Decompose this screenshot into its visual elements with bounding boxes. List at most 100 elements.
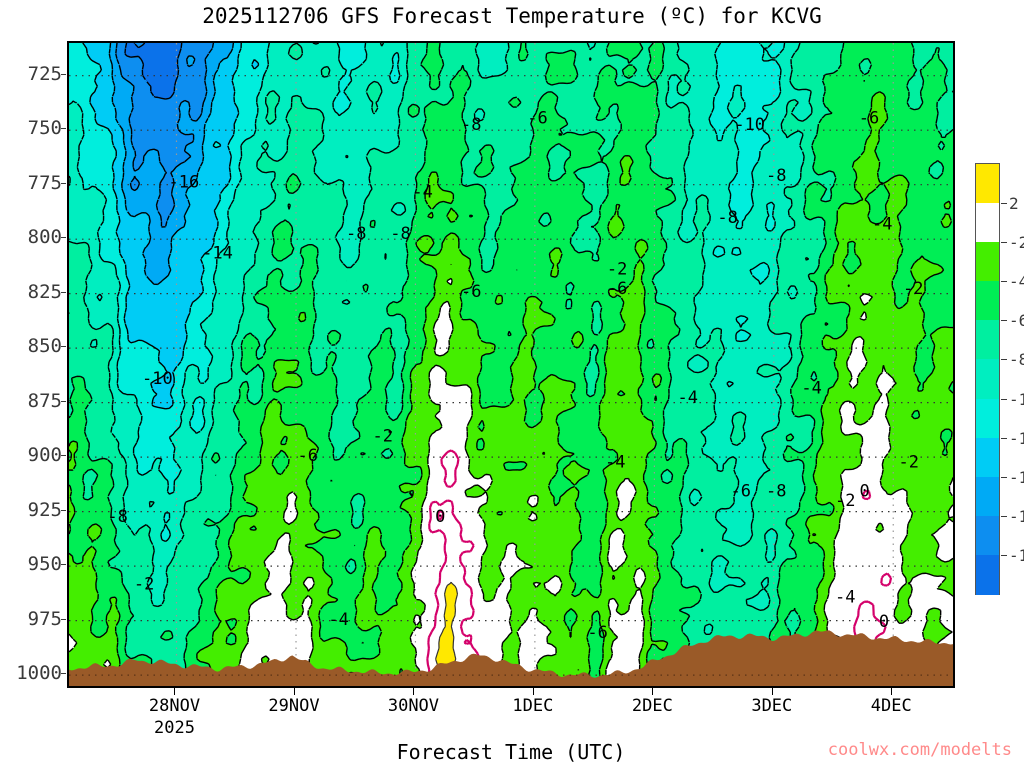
- colorbar-tick: [1001, 437, 1007, 439]
- colorbar-band: [976, 164, 999, 204]
- contour-label: 0: [435, 507, 445, 527]
- x-tick-label: 3DEC: [751, 696, 793, 716]
- contour-label: -4: [605, 452, 625, 472]
- x-tick-sublabel: 2025: [154, 718, 195, 738]
- colorbar-tick-label: -14: [1009, 467, 1024, 487]
- colorbar-tick-label: 2: [1009, 194, 1019, 214]
- contour-label: -2: [903, 279, 923, 299]
- x-axis-title: Forecast Time (UTC): [396, 740, 626, 764]
- contour-line: [69, 91, 953, 686]
- colorbar-tick: [1001, 242, 1007, 244]
- colorbar-tick: [1001, 476, 1007, 478]
- contour-line: [82, 43, 260, 410]
- colorbar-band: [976, 281, 999, 321]
- colorbar-band: [976, 515, 999, 556]
- colorbar-band: [976, 554, 999, 595]
- contour-line: [69, 263, 953, 686]
- contour-label: -2: [899, 452, 919, 472]
- y-tick: [61, 291, 66, 293]
- y-tick: [61, 673, 66, 675]
- contour-label: -6: [607, 279, 627, 299]
- contour-label: -4: [872, 215, 892, 235]
- y-tick-label: 800: [27, 226, 62, 249]
- contour-label: -2: [134, 575, 154, 595]
- contour-label: -14: [202, 243, 233, 263]
- colorbar-tick: [1001, 320, 1007, 322]
- y-tick-label: 850: [27, 335, 62, 358]
- x-tick: [174, 688, 176, 695]
- colorbar-tick-label: -10: [1009, 389, 1024, 409]
- contour-line: [69, 43, 953, 686]
- contour-label: -4: [678, 388, 698, 408]
- contour-label: -6: [731, 481, 751, 501]
- y-tick-label: 725: [27, 62, 62, 85]
- contour-label: -16: [169, 173, 200, 193]
- colorbar-tick-label: -4: [1009, 272, 1024, 292]
- contour-label: -4: [412, 182, 432, 202]
- x-tick: [891, 688, 893, 695]
- y-tick: [61, 237, 66, 239]
- y-tick-label: 900: [27, 444, 62, 467]
- y-tick-label: 750: [27, 117, 62, 140]
- colorbar-tick: [1001, 359, 1007, 361]
- colorbar-tick: [1001, 398, 1007, 400]
- colorbar-tick-label: -18: [1009, 545, 1024, 565]
- fill-band: [435, 582, 458, 685]
- contour-label: -8: [390, 224, 410, 244]
- y-tick: [61, 400, 66, 402]
- colorbar-tick: [1001, 281, 1007, 283]
- contour-line: [108, 43, 235, 286]
- contour-label: -6: [297, 446, 317, 466]
- colorbar-tick: [1001, 515, 1007, 517]
- colorbar-band: [976, 437, 999, 478]
- y-tick-label: 925: [27, 498, 62, 521]
- contour-label: -6: [461, 282, 481, 302]
- colorbar-tick-label: -16: [1009, 506, 1024, 526]
- x-tick-label: 4DEC: [870, 696, 912, 716]
- y-tick: [61, 509, 66, 511]
- contour-label: 0: [859, 481, 869, 501]
- x-tick: [413, 688, 415, 695]
- y-tick: [61, 128, 66, 130]
- y-tick-label: 950: [27, 553, 62, 576]
- y-tick-label: 775: [27, 171, 62, 194]
- contour-label: 0: [879, 612, 889, 632]
- contour-label: -4: [835, 587, 855, 607]
- colorbar-band: [976, 476, 999, 517]
- x-tick: [294, 688, 295, 695]
- contour-label: -6: [859, 108, 879, 128]
- contour-label: -10: [142, 369, 173, 389]
- colorbar-band: [976, 398, 999, 439]
- colorbar-tick-label: -2: [1009, 233, 1024, 253]
- page-title: 2025112706 GFS Forecast Temperature (ºC)…: [202, 4, 822, 28]
- x-tick: [652, 688, 654, 695]
- colorbar-tick-label: -6: [1009, 311, 1024, 331]
- colorbar-tick-label: -8: [1009, 350, 1024, 370]
- colorbar-band: [976, 320, 999, 361]
- contour-label: -8: [107, 507, 127, 527]
- x-tick: [532, 688, 534, 695]
- contour-line: [115, 43, 215, 228]
- contour-label: -6: [527, 108, 547, 128]
- contour-label: -2: [607, 260, 627, 280]
- y-tick: [61, 618, 66, 620]
- plot-area[interactable]: -16 -14 -10 -8 -2 -6 -4 -8 -8 -4 -6 -8 -6 -2 0 -2 -6 -4 -4…: [67, 41, 955, 688]
- terrain-surface: [69, 630, 953, 686]
- y-tick: [61, 564, 66, 566]
- y-tick-label: 975: [27, 607, 62, 630]
- colorbar-tick: [1001, 203, 1007, 205]
- contour-label: -8: [346, 224, 366, 244]
- y-tick: [61, 346, 66, 348]
- y-tick: [61, 455, 66, 457]
- colorbar-tick-label: -12: [1009, 428, 1024, 448]
- y-tick-label: 1000: [16, 662, 62, 685]
- colorbar-band: [976, 359, 999, 400]
- colorbar[interactable]: 2 -2 -4 -6 -8 -10 -12 -14 -16 -18: [975, 163, 1024, 595]
- watermark: coolwx.com/modelts: [827, 740, 1012, 760]
- x-tick-label: 1DEC: [512, 696, 554, 716]
- contour-label: -8: [766, 166, 786, 186]
- y-tick-label: 875: [27, 389, 62, 412]
- contour-label: -4: [328, 610, 348, 630]
- contour-label: -2: [373, 427, 393, 447]
- contour-line: [124, 43, 183, 100]
